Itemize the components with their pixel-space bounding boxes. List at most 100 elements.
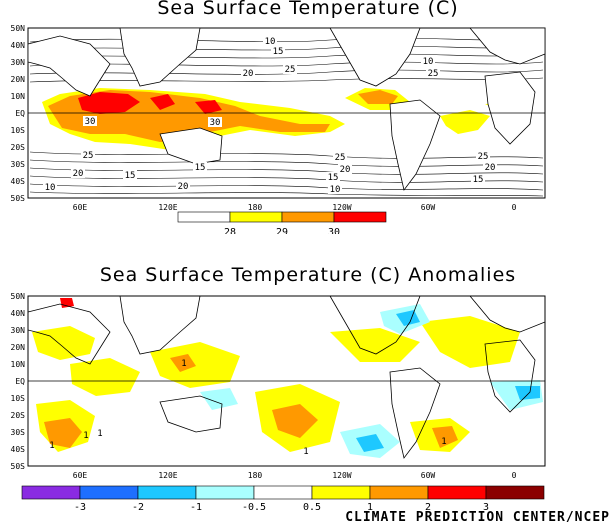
contour-label: 1	[49, 441, 54, 451]
lon-label: 180	[248, 471, 263, 480]
colorbar-swatch	[137, 485, 197, 500]
lon-label: 120W	[332, 203, 351, 212]
sst-lon-labels: 60E 120E 180 120W 60W 0	[73, 203, 517, 212]
sst-anomaly-title: Sea Surface Temperature (C) Anomalies	[99, 264, 517, 286]
contour-label-bg	[81, 150, 95, 160]
lon-label: 120E	[158, 471, 177, 480]
contour-label-bg	[271, 46, 285, 56]
lon-label: 180	[248, 203, 263, 212]
contour-label: 10	[330, 185, 341, 195]
contour-label-bg	[193, 162, 207, 172]
lat-label: 30N	[11, 58, 26, 67]
anomaly-lon-labels: 60E 120E 180 120W 60W 0	[73, 471, 517, 480]
colorbar-label: 29	[276, 227, 288, 234]
contour-label-bg	[476, 151, 490, 161]
lat-label: 30S	[11, 428, 26, 437]
anomaly-colorbar: -3 -2 -1 -0.5 0.5 1 2 3	[21, 485, 545, 512]
lat-label: 40N	[11, 41, 26, 50]
sst-anomaly-map: 50N 40N 30N 20N 10N EQ 10S 20S 30S 40S 50S 60E 120E…	[11, 292, 546, 512]
contour-label-bg	[43, 182, 57, 192]
contour-label-bg	[176, 181, 190, 191]
contour-label: 1	[83, 431, 88, 441]
lat-label: 40N	[11, 309, 26, 318]
colorbar-swatch	[281, 211, 335, 223]
contour-label-bg	[333, 152, 347, 162]
contour-label: 15	[328, 173, 339, 183]
lat-label: 10N	[11, 360, 26, 369]
colorbar-label: 28	[224, 227, 236, 234]
colorbar-swatch	[311, 485, 371, 500]
colorbar-swatch	[21, 485, 81, 500]
lat-label: 50S	[11, 462, 26, 471]
contour-label: 1	[303, 447, 308, 457]
lon-label: 0	[512, 471, 517, 480]
lat-label: 10N	[11, 92, 26, 101]
lon-label: 0	[512, 203, 517, 212]
colorbar-label: -2	[132, 502, 144, 512]
sst-coastlines	[27, 27, 546, 191]
contour-label: 25	[335, 153, 346, 163]
contour-label: 20	[340, 165, 351, 175]
colorbar-swatch	[253, 485, 313, 500]
lat-label: 20S	[11, 143, 26, 152]
lat-label: EQ	[15, 109, 25, 118]
lon-label: 60E	[73, 471, 88, 480]
contour-label: 15	[473, 175, 484, 185]
lat-label: 30S	[11, 160, 26, 169]
contour-label-bg	[471, 174, 485, 184]
lat-label: 50N	[11, 24, 26, 33]
lon-label: 60W	[421, 203, 436, 212]
colorbar-swatch	[195, 485, 255, 500]
contour-label: 30	[210, 118, 221, 128]
contour-label-bg	[208, 117, 222, 127]
lat-label: 50S	[11, 194, 26, 203]
contour-label: 20	[73, 169, 84, 179]
contour-label-bg	[71, 168, 85, 178]
contour-label: 20	[178, 182, 189, 192]
contour-label: 25	[83, 151, 94, 161]
lon-label: 120W	[332, 471, 351, 480]
contour-label-bg	[83, 116, 97, 126]
contour-label: 30	[85, 117, 96, 127]
anomaly-shading	[32, 298, 543, 458]
colorbar-label: 2	[425, 502, 431, 512]
colorbar-label: -0.5	[242, 502, 266, 512]
lat-label: 20N	[11, 343, 26, 352]
lon-label: 120E	[158, 203, 177, 212]
colorbar-swatch	[229, 211, 283, 223]
contour-label: 15	[195, 163, 206, 173]
lat-label: 20N	[11, 75, 26, 84]
contour-label-bg	[426, 68, 440, 78]
sst-colorbar: 28 29 30	[177, 211, 387, 234]
contour-label: 25	[428, 69, 439, 79]
lat-label: 10S	[11, 126, 26, 135]
anomaly-lat-labels: 50N 40N 30N 20N 10N EQ 10S 20S 30S 40S 50S	[11, 292, 26, 471]
colorbar-swatch	[485, 485, 545, 500]
lat-label: EQ	[15, 377, 25, 386]
contour-label-bg	[241, 68, 255, 78]
contour-label: 10	[45, 183, 56, 193]
colorbar-swatch	[427, 485, 487, 500]
sst-title: Sea Surface Temperature (C)	[157, 0, 459, 19]
contour-label: 25	[478, 152, 489, 162]
contour-label: 1	[441, 437, 446, 447]
lat-label: 50N	[11, 292, 26, 301]
lat-label: 40S	[11, 177, 26, 186]
contour-label: 20	[485, 163, 496, 173]
contour-label: 10	[265, 37, 276, 47]
colorbar-label: -3	[74, 502, 86, 512]
colorbar-label: -1	[190, 502, 202, 512]
anomaly-coastlines	[27, 295, 546, 459]
lat-label: 30N	[11, 326, 26, 335]
sst-map: 50N 40N 30N 20N 10N EQ 10S 20S 30S 40S 50S 60E 120E…	[11, 24, 546, 234]
contour-label-bg	[123, 170, 137, 180]
colorbar-swatch	[333, 211, 387, 223]
credit-text: CLIMATE PREDICTION CENTER/NCEP	[345, 510, 610, 525]
contour-label: 25	[285, 65, 296, 75]
lon-label: 60W	[421, 471, 436, 480]
sst-shading	[42, 88, 530, 150]
lon-label: 60E	[73, 203, 88, 212]
lat-label: 40S	[11, 445, 26, 454]
